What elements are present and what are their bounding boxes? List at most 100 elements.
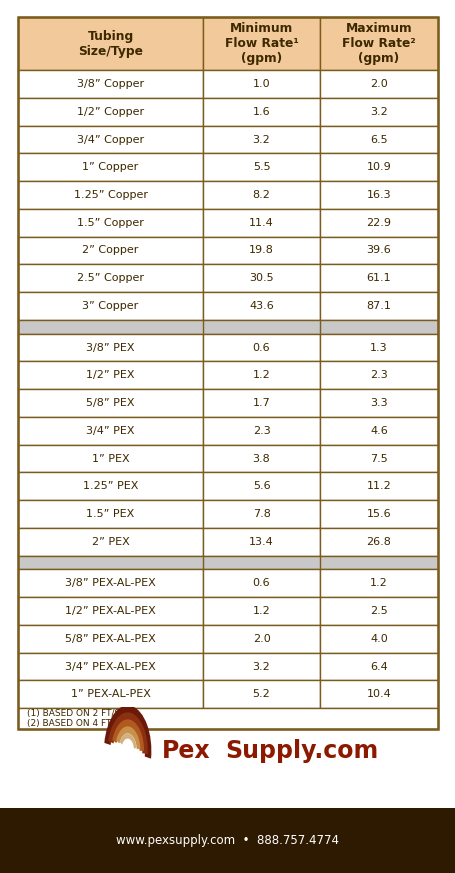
Text: 1.3: 1.3	[369, 342, 387, 353]
Text: 3.8: 3.8	[252, 453, 270, 464]
Text: Maximum
Flow Rate²
(gpm): Maximum Flow Rate² (gpm)	[341, 23, 415, 65]
Text: 15.6: 15.6	[366, 509, 390, 519]
Bar	[202, 98, 319, 126]
Text: 2.0: 2.0	[369, 79, 387, 89]
Bar	[202, 389, 319, 417]
Text: 10.9: 10.9	[366, 162, 390, 172]
Text: 4.0: 4.0	[369, 634, 387, 643]
Text: 16.3: 16.3	[366, 190, 390, 200]
Bar	[202, 17, 319, 70]
Bar	[319, 653, 437, 680]
Text: 3/4” PEX: 3/4” PEX	[86, 426, 135, 436]
Text: 1/2” PEX-AL-PEX: 1/2” PEX-AL-PEX	[65, 606, 156, 616]
Bar	[319, 500, 437, 528]
Bar	[18, 292, 202, 320]
Bar	[202, 528, 319, 555]
Text: 2.3: 2.3	[369, 370, 387, 381]
Bar	[202, 70, 319, 98]
Bar	[202, 181, 319, 209]
Bar	[18, 181, 202, 209]
Bar	[202, 680, 319, 708]
Text: 11.2: 11.2	[366, 481, 390, 491]
Text: 1.5” Copper: 1.5” Copper	[77, 217, 144, 228]
Bar	[319, 569, 437, 597]
Bar	[18, 320, 437, 333]
Bar	[202, 292, 319, 320]
Text: 39.6: 39.6	[366, 245, 390, 256]
Bar	[18, 500, 202, 528]
Wedge shape	[104, 705, 151, 759]
Text: 3.3: 3.3	[369, 398, 387, 408]
Wedge shape	[116, 726, 140, 749]
Bar	[319, 126, 437, 154]
Bar	[319, 528, 437, 555]
Text: 3.2: 3.2	[252, 134, 270, 145]
Bar	[18, 361, 202, 389]
Bar	[18, 555, 437, 569]
Text: 3.2: 3.2	[252, 662, 270, 671]
Text: 2” PEX: 2” PEX	[91, 537, 129, 546]
Text: 1.2: 1.2	[252, 370, 270, 381]
Bar	[18, 70, 202, 98]
Text: 1.5” PEX: 1.5” PEX	[86, 509, 134, 519]
Bar	[202, 569, 319, 597]
Text: 3/8” PEX: 3/8” PEX	[86, 342, 135, 353]
Bar	[319, 625, 437, 653]
Bar	[18, 154, 202, 181]
Bar	[202, 237, 319, 265]
Bar	[18, 389, 202, 417]
Text: 5.2: 5.2	[252, 690, 270, 699]
Text: 1.0: 1.0	[252, 79, 270, 89]
Wedge shape	[108, 712, 147, 754]
Text: 2” Copper: 2” Copper	[82, 245, 138, 256]
Bar	[202, 444, 319, 472]
Text: 43.6: 43.6	[248, 301, 273, 311]
Text: 5/8” PEX-AL-PEX: 5/8” PEX-AL-PEX	[65, 634, 156, 643]
Text: 1” PEX-AL-PEX: 1” PEX-AL-PEX	[71, 690, 150, 699]
Text: 0.6: 0.6	[252, 578, 270, 588]
Bar	[319, 292, 437, 320]
Text: 1.6: 1.6	[252, 107, 270, 117]
Text: 3” Copper: 3” Copper	[82, 301, 138, 311]
Text: 6.5: 6.5	[369, 134, 387, 145]
Text: 6.4: 6.4	[369, 662, 387, 671]
Bar	[18, 98, 202, 126]
Bar	[319, 361, 437, 389]
Bar	[18, 209, 202, 237]
Text: 2.0: 2.0	[252, 634, 270, 643]
Bar	[18, 569, 202, 597]
Bar	[18, 708, 437, 729]
Text: 8.2: 8.2	[252, 190, 270, 200]
Text: 1” PEX: 1” PEX	[91, 453, 129, 464]
Bar	[202, 126, 319, 154]
Text: 2.5” Copper: 2.5” Copper	[77, 273, 144, 283]
Bar	[18, 126, 202, 154]
Bar	[18, 653, 202, 680]
Text: 3/8” Copper: 3/8” Copper	[77, 79, 144, 89]
Bar	[18, 625, 202, 653]
Bar	[202, 209, 319, 237]
Text: 4.6: 4.6	[369, 426, 387, 436]
Text: 5.5: 5.5	[252, 162, 270, 172]
Bar	[18, 680, 202, 708]
Bar	[202, 500, 319, 528]
Bar	[319, 472, 437, 500]
Bar	[319, 265, 437, 292]
Text: 3/8” PEX-AL-PEX: 3/8” PEX-AL-PEX	[65, 578, 156, 588]
Wedge shape	[120, 733, 136, 749]
Text: 1.25” PEX: 1.25” PEX	[83, 481, 138, 491]
Bar	[319, 181, 437, 209]
Bar	[18, 444, 202, 472]
Text: 5.6: 5.6	[252, 481, 270, 491]
Text: 26.8: 26.8	[366, 537, 390, 546]
Text: 1” Copper: 1” Copper	[82, 162, 138, 172]
Text: 22.9: 22.9	[366, 217, 391, 228]
Text: 87.1: 87.1	[366, 301, 390, 311]
Bar	[202, 472, 319, 500]
Text: (1) BASED ON 2 FT/SEC
(2) BASED ON 4 FT/SEC: (1) BASED ON 2 FT/SEC (2) BASED ON 4 FT/…	[26, 709, 131, 728]
Bar	[202, 625, 319, 653]
Text: 19.8: 19.8	[248, 245, 273, 256]
Text: 10.4: 10.4	[366, 690, 390, 699]
Bar	[202, 417, 319, 444]
Bar	[202, 597, 319, 625]
